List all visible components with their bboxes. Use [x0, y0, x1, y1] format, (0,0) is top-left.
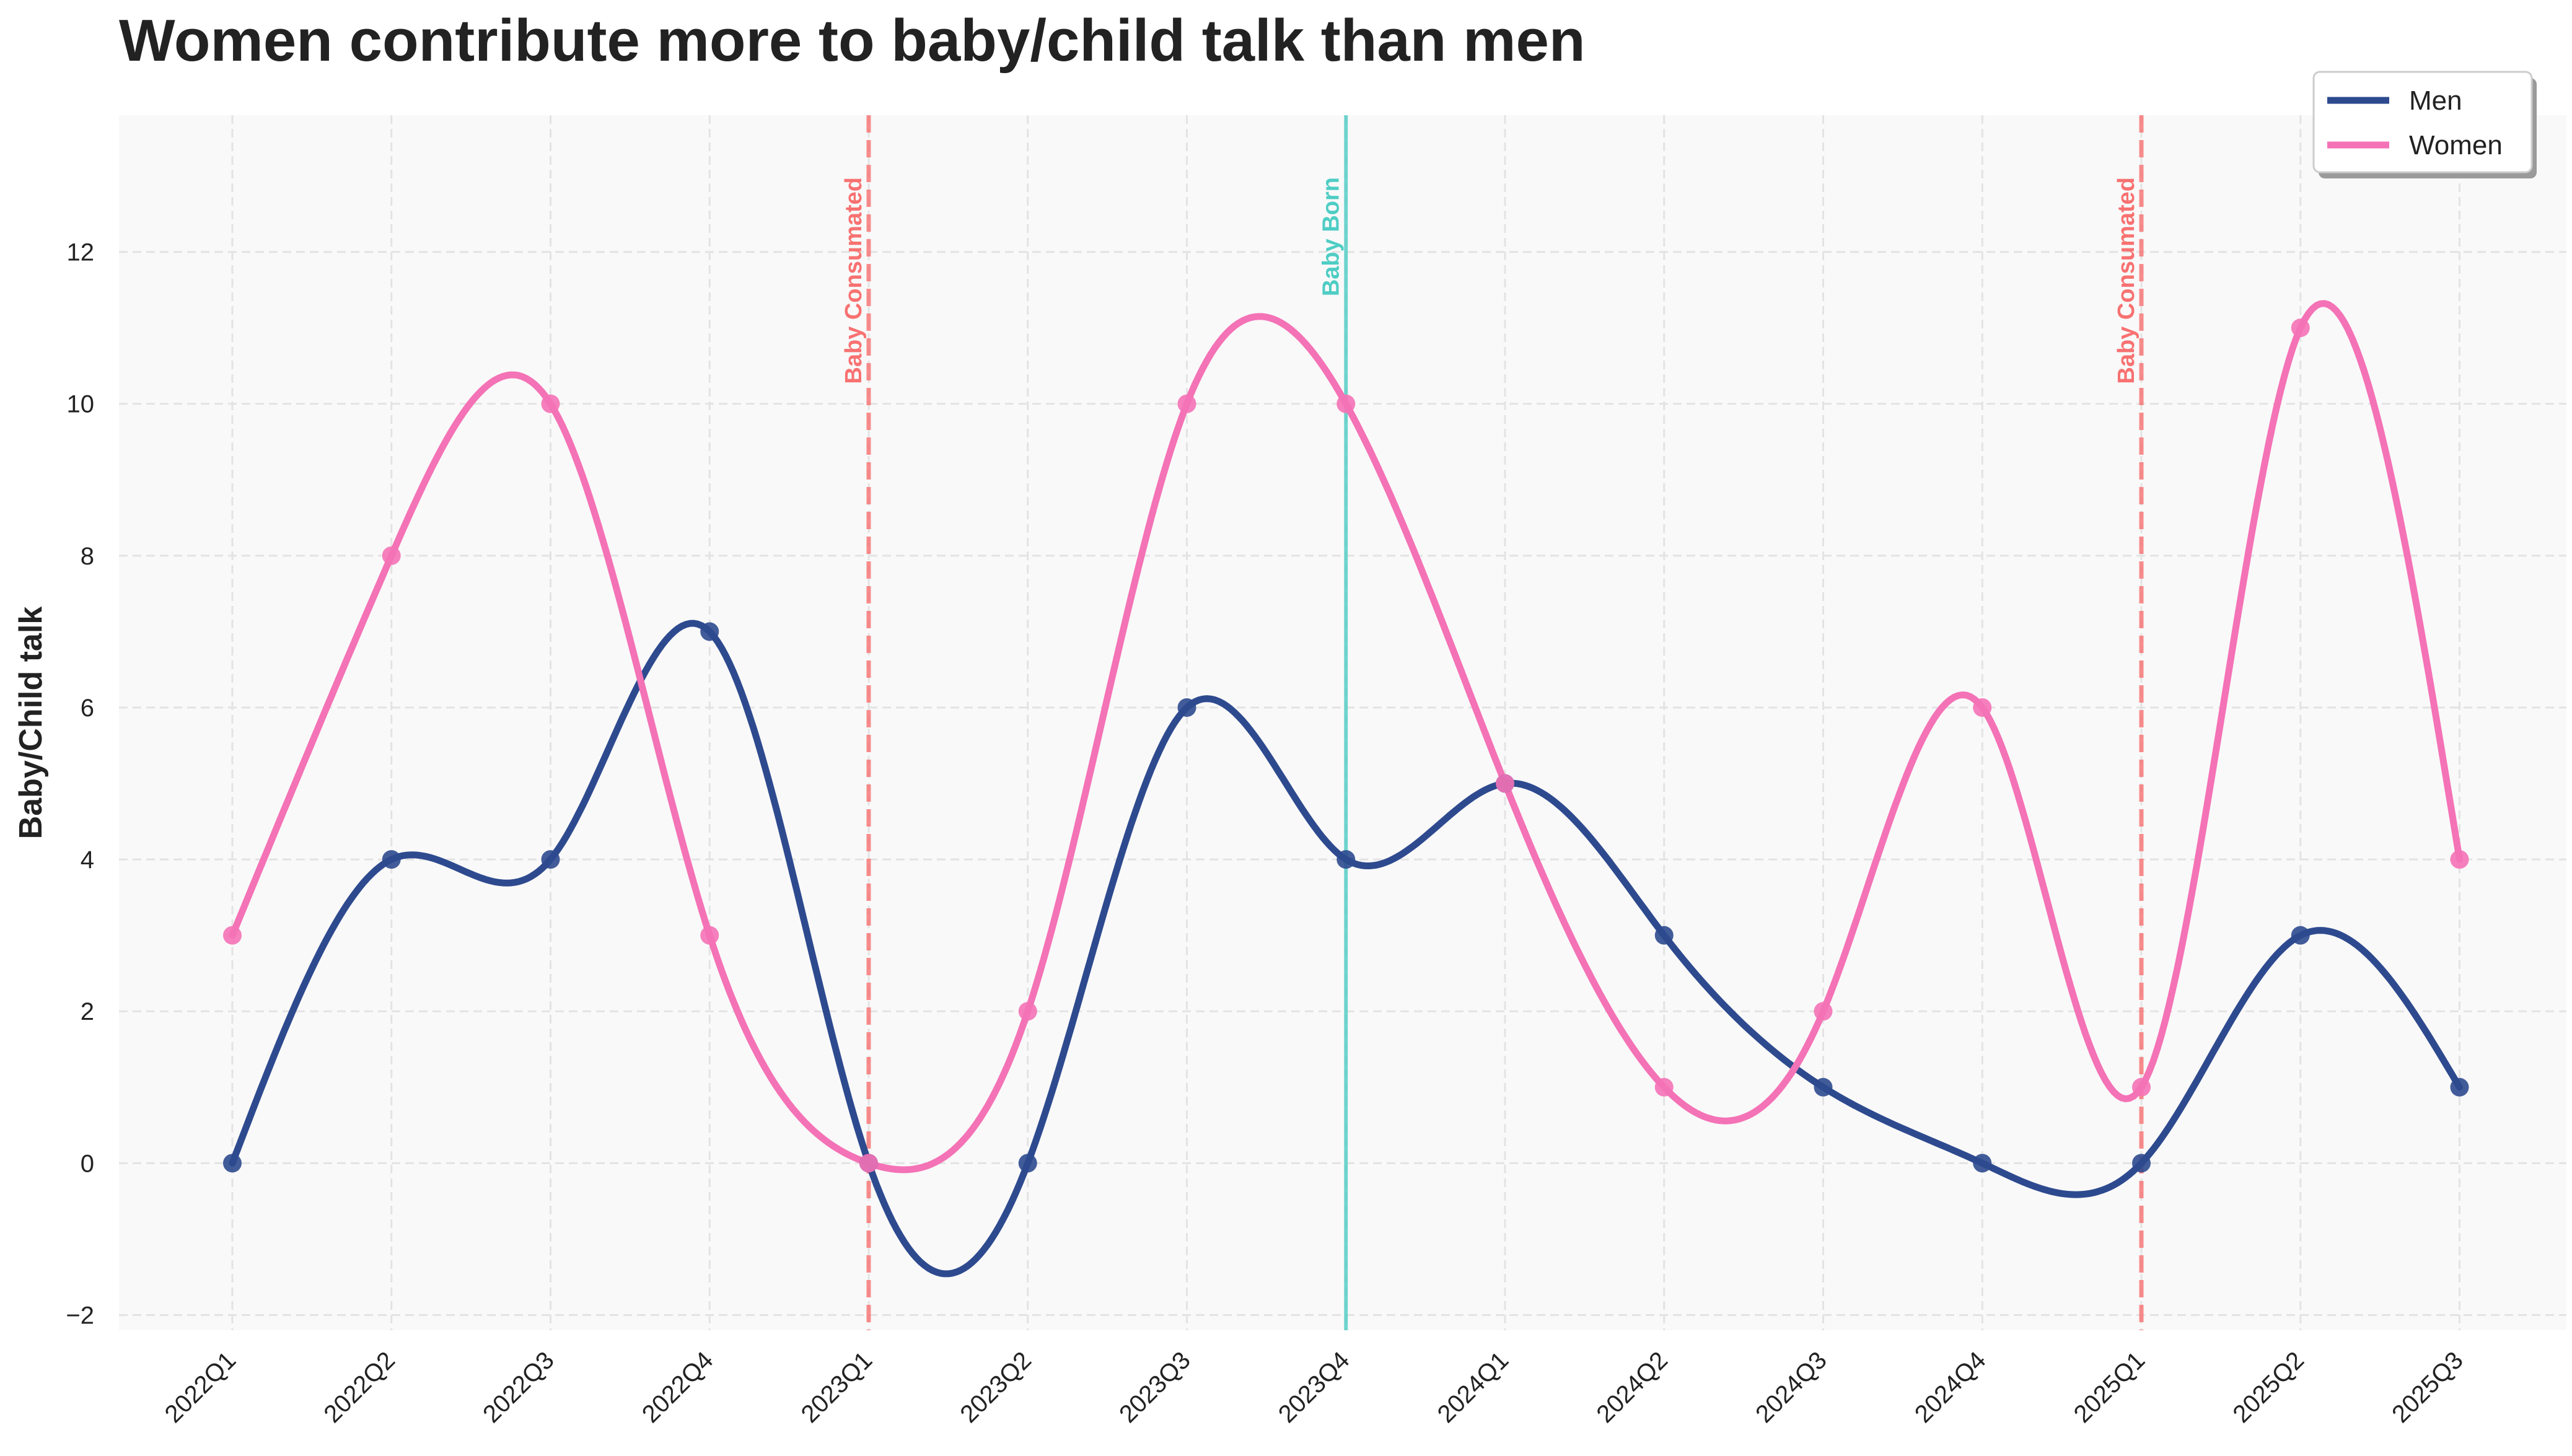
data-point-women — [700, 926, 719, 945]
data-point-women — [1654, 1077, 1674, 1097]
data-point-men — [1018, 1154, 1037, 1173]
x-tick-label: 2024Q3 — [1750, 1346, 1832, 1428]
data-point-women — [2291, 318, 2310, 338]
data-point-men — [1177, 698, 1196, 717]
data-point-women — [859, 1154, 878, 1173]
x-tick-label: 2025Q1 — [2069, 1346, 2151, 1428]
data-point-women — [1336, 394, 1356, 413]
y-tick-label: 6 — [81, 695, 94, 722]
annotations: Baby Consumated Baby Born Baby Consumated — [841, 115, 2144, 1330]
data-point-men — [2450, 1077, 2469, 1097]
x-axis: 2022Q1 2022Q2 2022Q3 2022Q4 2023Q1 2023Q2 2023… — [160, 1346, 2469, 1428]
series-layer — [223, 300, 2469, 1278]
data-point-men — [1814, 1077, 1833, 1097]
y-tick-label: 0 — [81, 1150, 94, 1177]
legend-label: Men — [2409, 86, 2462, 116]
y-tick-label: 12 — [67, 239, 95, 266]
x-tick-label: 2024Q1 — [1433, 1346, 1514, 1428]
data-point-men — [223, 1154, 242, 1173]
y-tick-label: 4 — [81, 846, 94, 874]
y-axis: −2 0 2 4 6 8 10 12 — [66, 239, 94, 1330]
y-tick-label: −2 — [66, 1302, 94, 1329]
x-tick-label: 2022Q3 — [478, 1346, 560, 1428]
data-point-women — [1177, 394, 1196, 413]
legend: Men Women — [2312, 71, 2537, 178]
x-tick-label: 2024Q4 — [1910, 1346, 1991, 1428]
data-point-women — [2450, 850, 2469, 869]
x-tick-label: 2022Q4 — [637, 1346, 719, 1428]
data-point-men — [1973, 1154, 1992, 1173]
data-point-men — [700, 622, 719, 641]
x-tick-label: 2023Q4 — [1273, 1346, 1355, 1428]
x-tick-label: 2025Q3 — [2387, 1346, 2469, 1428]
x-tick-label: 2025Q2 — [2227, 1346, 2309, 1428]
data-point-women — [1814, 1002, 1833, 1021]
y-axis-label: Baby/Child talk — [13, 607, 49, 840]
data-point-women — [1018, 1002, 1037, 1021]
annotation-label: Baby Consumated — [841, 177, 867, 384]
x-tick-label: 2023Q2 — [955, 1346, 1037, 1428]
y-tick-label: 8 — [81, 543, 94, 570]
annotation-label: Baby Consumated — [2113, 177, 2140, 384]
x-tick-label: 2023Q1 — [796, 1346, 878, 1428]
x-tick-label: 2024Q2 — [1591, 1346, 1673, 1428]
data-point-men — [1336, 850, 1356, 869]
y-tick-label: 10 — [67, 391, 95, 418]
y-tick-label: 2 — [81, 998, 94, 1025]
data-point-men — [2132, 1154, 2151, 1173]
annotation-label: Baby Born — [1318, 177, 1344, 296]
data-point-men — [382, 850, 401, 869]
x-tick-label: 2023Q3 — [1114, 1346, 1196, 1428]
data-point-women — [2132, 1077, 2151, 1097]
data-point-men — [2291, 926, 2310, 945]
plot-area — [119, 115, 2566, 1330]
data-point-men — [541, 850, 560, 869]
data-point-women — [1496, 774, 1514, 793]
x-tick-label: 2022Q1 — [160, 1346, 242, 1428]
chart-title: Women contribute more to baby/child talk… — [119, 7, 1585, 74]
data-point-women — [382, 546, 401, 565]
data-point-men — [1654, 926, 1674, 945]
legend-label: Women — [2409, 130, 2503, 160]
data-point-women — [1973, 698, 1992, 717]
x-tick-label: 2022Q2 — [318, 1346, 400, 1428]
data-point-women — [223, 926, 242, 945]
data-point-women — [541, 394, 560, 413]
